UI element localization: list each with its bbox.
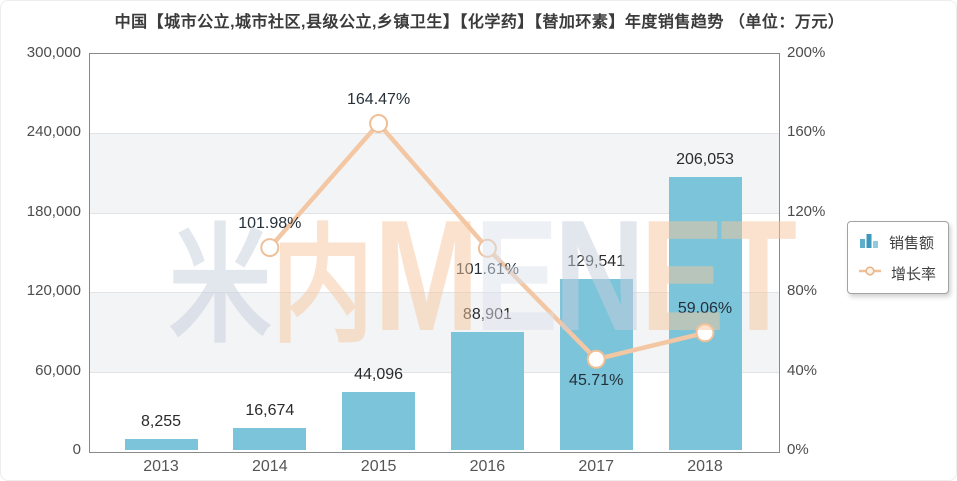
sales-value-label: 88,901 xyxy=(462,306,512,324)
legend-item-sales[interactable]: 销售额 xyxy=(858,231,936,254)
sales-bar xyxy=(559,278,633,450)
y-axis-right-tick: 80% xyxy=(787,282,818,300)
growth-rate-label: 101.98% xyxy=(238,214,302,232)
legend: 销售额 增长率 xyxy=(847,221,950,294)
y-axis-left-tick: 180,000 xyxy=(26,202,81,220)
sales-bar xyxy=(124,439,198,450)
chart-title: 中国【城市公立,城市社区,县级公立,乡镇卫生】【化学药】【替加环素】年度销售趋势… xyxy=(114,14,845,31)
y-axis-left-tick: 300,000 xyxy=(26,44,81,61)
growth-rate-label: 101.61% xyxy=(455,261,519,279)
sales-value-label: 16,674 xyxy=(245,401,295,419)
y-axis-right-tick: 200% xyxy=(787,44,826,61)
legend-item-growth[interactable]: 增长率 xyxy=(858,263,936,284)
x-axis-label: 2015 xyxy=(360,458,397,475)
growth-rate-label: 45.71% xyxy=(569,372,624,390)
sales-bar xyxy=(342,391,416,450)
y-axis-right-tick: 40% xyxy=(787,361,818,379)
x-axis-label: 2018 xyxy=(687,458,723,475)
growth-rate-label: 59.06% xyxy=(677,299,733,317)
growth-rate-label: 164.47% xyxy=(347,90,411,108)
legend-label-sales: 销售额 xyxy=(889,235,935,252)
bar-series-icon xyxy=(858,231,880,254)
sales-value-label: 206,053 xyxy=(676,151,734,169)
x-axis-label: 2014 xyxy=(252,458,288,475)
y-axis-left-tick: 0 xyxy=(72,441,81,458)
y-axis-right-tick: 160% xyxy=(787,123,826,141)
x-axis-label: 2017 xyxy=(578,458,614,475)
grid-band xyxy=(90,54,779,134)
sales-bar xyxy=(233,427,307,450)
y-axis-left-tick: 240,000 xyxy=(26,123,81,141)
x-axis-label: 2013 xyxy=(143,458,179,475)
y-axis-left-tick: 120,000 xyxy=(26,282,81,300)
y-axis-right-tick: 0% xyxy=(787,441,809,458)
grid-band xyxy=(90,371,779,452)
y-axis-left-tick: 60,000 xyxy=(35,361,81,379)
line-series-icon xyxy=(858,264,882,283)
x-axis-label: 2016 xyxy=(469,458,506,475)
y-axis-right-tick: 120% xyxy=(787,202,826,220)
sales-value-label: 44,096 xyxy=(354,365,404,383)
legend-label-growth: 增长率 xyxy=(891,266,937,283)
sales-bar xyxy=(450,332,524,450)
sales-value-label: 8,255 xyxy=(140,413,182,431)
